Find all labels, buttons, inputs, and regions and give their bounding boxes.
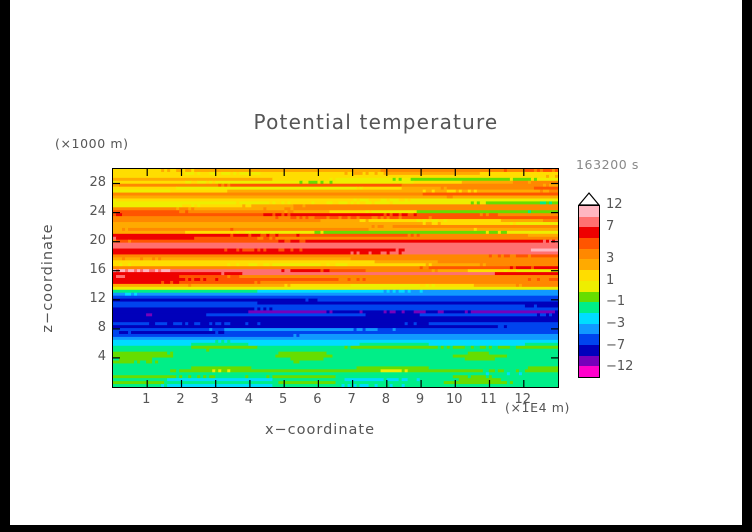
colorbar-segment xyxy=(579,270,599,281)
x-tick-label: 8 xyxy=(381,392,390,407)
colorbar-segment xyxy=(579,366,599,377)
y-tick-label: 24 xyxy=(89,203,106,219)
x-axis-unit-label: (×1E4 m) xyxy=(505,400,570,415)
x-tick-label: 11 xyxy=(480,392,497,407)
colorbar-tick-label: −3 xyxy=(606,315,626,331)
page-title: Potential temperature xyxy=(253,110,499,134)
colorbar-segment xyxy=(579,206,599,217)
x-tick-label: 2 xyxy=(176,392,185,407)
x-tick-label: 7 xyxy=(347,392,356,407)
y-tick-label: 20 xyxy=(89,232,106,248)
colorbar-tick-label: −12 xyxy=(606,359,634,375)
y-tick-label: 8 xyxy=(97,319,106,335)
x-tick-label: 1 xyxy=(142,392,151,407)
colorbar-segment xyxy=(579,344,599,356)
contour-field xyxy=(113,169,558,387)
colorbar-segment xyxy=(579,216,599,228)
colorbar-segment xyxy=(579,355,599,367)
x-tick-label: 5 xyxy=(279,392,288,407)
y-tick-label: 12 xyxy=(89,290,106,306)
y-tick-label: 4 xyxy=(97,348,106,364)
colorbar xyxy=(578,205,600,378)
colorbar-segment xyxy=(579,259,599,271)
y-axis-unit-label: (×1000 m) xyxy=(55,136,129,151)
colorbar-segment xyxy=(579,312,599,324)
colorbar-segment xyxy=(579,227,599,239)
colorbar-segment xyxy=(579,323,599,335)
x-tick-label: 12 xyxy=(514,392,532,407)
x-axis-title: x−coordinate xyxy=(264,422,376,438)
x-tick-label: 4 xyxy=(244,392,254,407)
x-tick-label: 9 xyxy=(415,392,425,407)
colorbar-tick-label: 7 xyxy=(606,218,615,234)
x-tick-label: 6 xyxy=(313,392,322,407)
y-tick-label: 28 xyxy=(89,174,106,190)
colorbar-segment xyxy=(579,291,599,303)
contour-plot-area xyxy=(112,168,559,388)
y-axis-title: z−coordinate xyxy=(40,223,56,333)
colorbar-tick-label: 1 xyxy=(606,272,615,288)
x-tick-label: 3 xyxy=(210,392,219,407)
colorbar-segment xyxy=(579,248,599,260)
x-tick-label: 10 xyxy=(446,392,463,407)
timestamp-label: 163200 s xyxy=(576,157,640,172)
y-tick-label: 16 xyxy=(89,261,106,277)
colorbar-segment xyxy=(579,302,599,313)
colorbar-segment xyxy=(579,238,599,249)
colorbar-arrow-icon xyxy=(578,192,600,206)
colorbar-segment xyxy=(579,280,599,292)
colorbar-tick-label: 12 xyxy=(606,197,623,212)
colorbar-tick-label: −7 xyxy=(606,337,626,353)
colorbar-segment xyxy=(579,334,599,345)
colorbar-tick-label: 3 xyxy=(606,251,615,267)
figure-canvas: Potential temperature (×1000 m) (×1E4 m)… xyxy=(10,0,742,525)
colorbar-tick-label: −1 xyxy=(606,294,626,310)
